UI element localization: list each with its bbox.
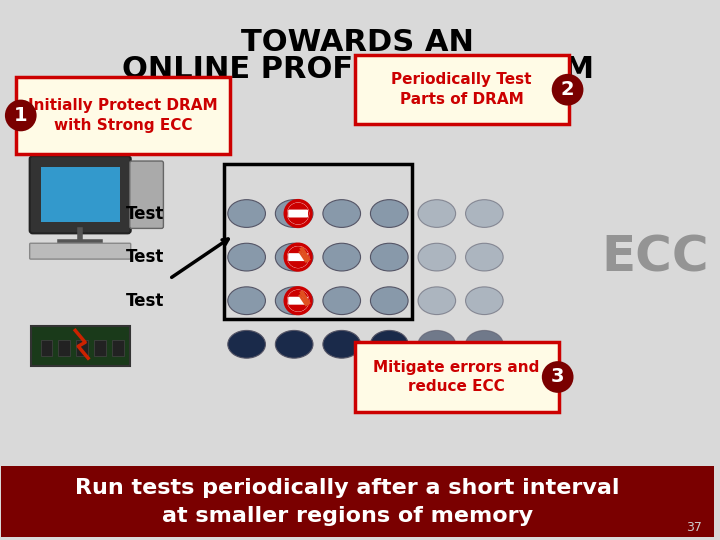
FancyBboxPatch shape xyxy=(30,243,131,259)
Ellipse shape xyxy=(323,287,361,315)
Ellipse shape xyxy=(418,243,456,271)
Text: 37: 37 xyxy=(686,521,702,534)
Circle shape xyxy=(287,290,309,312)
Ellipse shape xyxy=(228,200,266,227)
Ellipse shape xyxy=(275,243,313,271)
Ellipse shape xyxy=(371,200,408,227)
Ellipse shape xyxy=(466,200,503,227)
Ellipse shape xyxy=(371,243,408,271)
FancyBboxPatch shape xyxy=(112,340,124,356)
Text: ONLINE PROFILING SYSTEM: ONLINE PROFILING SYSTEM xyxy=(122,56,593,84)
FancyBboxPatch shape xyxy=(30,156,131,233)
Text: Initially Protect DRAM
with Strong ECC: Initially Protect DRAM with Strong ECC xyxy=(28,98,217,133)
Ellipse shape xyxy=(418,287,456,315)
FancyBboxPatch shape xyxy=(40,167,120,222)
Ellipse shape xyxy=(466,330,503,358)
Ellipse shape xyxy=(228,243,266,271)
Text: Periodically Test
Parts of DRAM: Periodically Test Parts of DRAM xyxy=(392,72,532,107)
Ellipse shape xyxy=(371,330,408,358)
FancyBboxPatch shape xyxy=(1,466,714,537)
Text: Test: Test xyxy=(126,292,164,310)
Ellipse shape xyxy=(323,200,361,227)
Text: Test: Test xyxy=(126,205,164,222)
Ellipse shape xyxy=(275,287,313,315)
Circle shape xyxy=(287,246,309,268)
Text: Run tests periodically after a short interval
at smaller regions of memory: Run tests periodically after a short int… xyxy=(76,478,620,526)
Circle shape xyxy=(542,361,574,393)
FancyBboxPatch shape xyxy=(31,327,130,366)
Ellipse shape xyxy=(228,287,266,315)
Text: 2: 2 xyxy=(561,80,575,99)
Text: Test: Test xyxy=(126,248,164,266)
Ellipse shape xyxy=(466,287,503,315)
Ellipse shape xyxy=(323,243,361,271)
FancyBboxPatch shape xyxy=(354,55,569,124)
Ellipse shape xyxy=(418,330,456,358)
Text: Mitigate errors and
reduce ECC: Mitigate errors and reduce ECC xyxy=(374,360,540,394)
Circle shape xyxy=(287,202,309,225)
Circle shape xyxy=(285,244,311,270)
Ellipse shape xyxy=(323,330,361,358)
Ellipse shape xyxy=(371,287,408,315)
FancyBboxPatch shape xyxy=(76,340,88,356)
FancyBboxPatch shape xyxy=(288,253,308,261)
Text: 3: 3 xyxy=(551,368,564,387)
FancyBboxPatch shape xyxy=(288,210,308,218)
Circle shape xyxy=(552,74,583,105)
FancyBboxPatch shape xyxy=(288,297,308,305)
Text: 1: 1 xyxy=(14,106,27,125)
Ellipse shape xyxy=(466,243,503,271)
FancyBboxPatch shape xyxy=(354,342,559,411)
FancyBboxPatch shape xyxy=(130,161,163,228)
Circle shape xyxy=(285,288,311,314)
Text: ECC: ECC xyxy=(601,233,708,281)
FancyBboxPatch shape xyxy=(16,77,230,154)
Ellipse shape xyxy=(228,330,266,358)
FancyBboxPatch shape xyxy=(94,340,106,356)
Ellipse shape xyxy=(275,330,313,358)
Circle shape xyxy=(5,99,37,131)
Text: TOWARDS AN: TOWARDS AN xyxy=(241,28,474,57)
Circle shape xyxy=(285,201,311,226)
Ellipse shape xyxy=(275,200,313,227)
Ellipse shape xyxy=(418,200,456,227)
FancyBboxPatch shape xyxy=(40,340,53,356)
FancyBboxPatch shape xyxy=(58,340,71,356)
